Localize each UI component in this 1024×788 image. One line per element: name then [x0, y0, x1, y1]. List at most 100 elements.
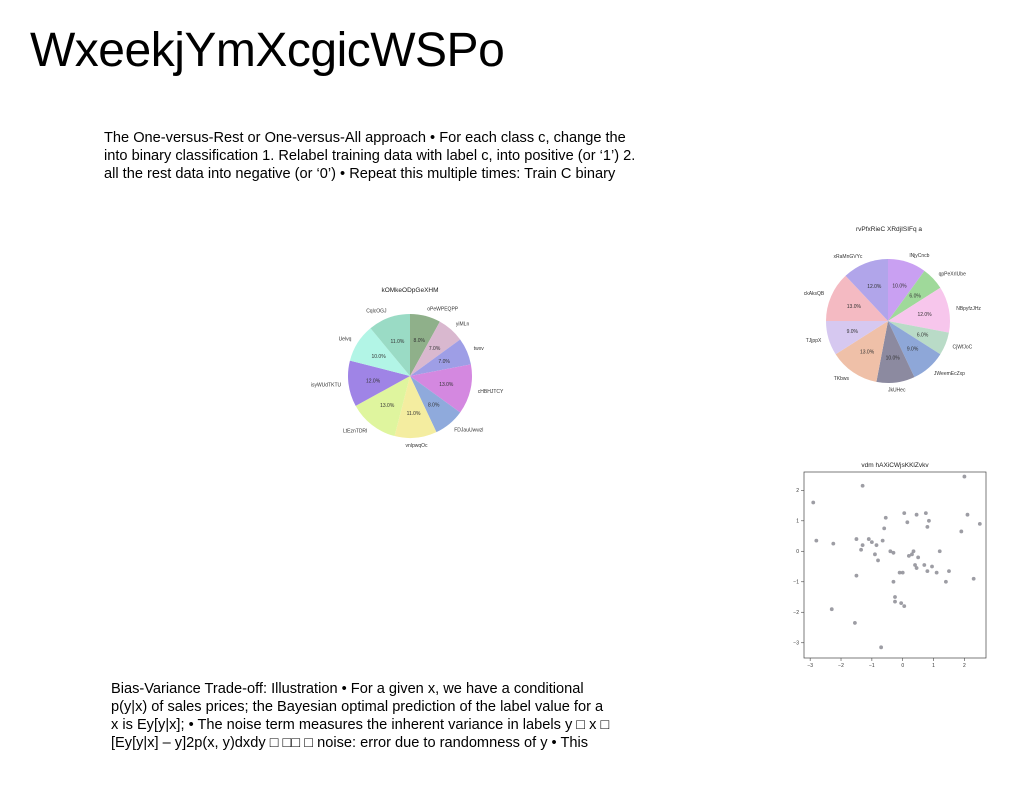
scatter-point [925, 569, 930, 573]
y-tick-label: −2 [793, 610, 799, 616]
paragraph-2-line: p(y|x) of sales prices; the Bayesian opt… [111, 699, 604, 715]
pie-1-slice [349, 328, 410, 376]
pie-2-percent-label: 6.0% [909, 293, 921, 299]
scatter-point [900, 570, 905, 575]
y-tick-label: −1 [793, 580, 799, 586]
scatter-point [876, 558, 880, 563]
pie-1-percent-label: 8.0% [428, 402, 440, 408]
pie-1-slice-label: twxv [474, 346, 485, 352]
pie-1-slice-label: CqlcOGJ [366, 308, 387, 314]
pie-2-slice [876, 321, 915, 383]
scatter-point [922, 563, 927, 567]
scatter-point [883, 515, 888, 520]
pie-1-slice-label: oPeWPEQPP [427, 307, 459, 313]
pie-2-slice-label: qpPeXrIUbe [939, 271, 966, 277]
pie-2-slice-label: JkUHec [888, 388, 906, 394]
x-tick-label: 1 [932, 663, 935, 669]
scatter-point [899, 601, 904, 606]
pie-2-percent-label: 12.0% [917, 312, 932, 318]
x-tick-label: 2 [963, 663, 966, 669]
x-tick-label: 0 [901, 663, 904, 669]
scatter-point [879, 645, 884, 650]
paragraph-1-line: The One-versus-Rest or One-versus-All ap… [104, 130, 626, 146]
scatter-point [891, 579, 896, 584]
pie-2-slice-label: JWeemEcZxp [934, 371, 965, 377]
scatter-point [927, 518, 931, 523]
pie-2-slice-label: CjWfJoC [953, 344, 973, 350]
pie-1-slice [348, 360, 410, 406]
scatter-point [893, 599, 897, 604]
scatter-point [854, 537, 859, 541]
scatter-point [859, 547, 863, 552]
scatter-point [902, 511, 907, 516]
scatter-point [977, 521, 982, 526]
scatter-point [860, 483, 865, 488]
scatter-point [905, 520, 910, 525]
pie-2-percent-label: 12.0% [867, 284, 882, 290]
scatter-point [913, 563, 917, 567]
pie-1-slice-label: Uelvq [339, 337, 352, 343]
pie-2-percent-label: 10.0% [892, 283, 907, 289]
pie-1-percent-label: 13.0% [380, 403, 395, 409]
scatter-point [906, 553, 911, 558]
scatter-point [882, 526, 887, 531]
scatter-point [853, 621, 857, 625]
pie-1-slice-label: cHBHJTCY [478, 389, 504, 395]
scatter-point [914, 512, 919, 517]
paragraph-1-line: into binary classification 1. Relabel tr… [104, 148, 636, 164]
scatter-point [930, 564, 934, 569]
scatter-point [959, 529, 964, 534]
scatter-point [891, 550, 896, 555]
x-tick-label: −3 [807, 663, 813, 669]
x-tick-label: −1 [869, 663, 875, 669]
pie-2-percent-label: 6.0% [917, 332, 929, 338]
pie-1-percent-label: 7.0% [438, 359, 450, 365]
pie-1-slice-label: isyWUdTKTU [311, 383, 342, 389]
scatter-point [910, 552, 914, 557]
pie-1-percent-label: 11.0% [407, 411, 421, 417]
pie-2-percent-label: 13.0% [847, 304, 862, 310]
paragraph-2-line: [Ey[y|x] – y]2p(x, y)dxdy □ □□ □ noise: … [111, 735, 589, 751]
pie-1-slice [370, 314, 410, 376]
pie-chart-1-title: kOMkeODpGeXHM [381, 287, 438, 294]
pie-1-percent-label: 7.0% [429, 346, 441, 352]
pie-1-percent-label: 11.0% [390, 339, 404, 345]
scatter-point [911, 549, 916, 554]
pie-2-slice [888, 321, 941, 378]
pie-2-percent-label: 10.0% [886, 356, 901, 362]
scatter-point [829, 607, 834, 612]
pie-1-percent-label: 10.0% [371, 354, 386, 360]
scatter-point [971, 576, 976, 581]
scatter-point [937, 549, 942, 554]
scatter-point [965, 512, 970, 517]
slide-title: WxeekjYmXcgicWSPo [30, 24, 505, 77]
pie-1-slice [410, 364, 472, 413]
y-tick-label: −3 [793, 641, 799, 647]
scatter-point [880, 538, 885, 543]
pie-chart-2-title: rvPfxRieC XRdjISIFq a [856, 226, 922, 233]
scatter-point [874, 543, 879, 548]
pie-1-slice-label: LtEznTDRI [343, 429, 367, 435]
paragraph-1-line: all the rest data into negative (or ‘0’)… [104, 166, 616, 182]
scatter-point [914, 566, 919, 570]
pie-1-slice-label: yiMLn [456, 322, 470, 328]
scatter-point [923, 511, 928, 516]
pie-2-slice [826, 321, 888, 355]
pie-2-slice [888, 321, 949, 355]
scatter-point [831, 541, 836, 546]
scatter-point [916, 555, 921, 560]
scatter-point [962, 474, 967, 479]
pie-1-percent-label: 13.0% [439, 382, 454, 388]
y-tick-label: 2 [796, 488, 799, 494]
paragraph-2-line: Bias-Variance Trade-off: Illustration • … [111, 681, 584, 697]
pie-1-slice [410, 321, 461, 376]
body-paragraph-2: Bias-Variance Trade-off: Illustration • … [111, 680, 671, 752]
pie-2-slice [888, 259, 925, 321]
pie-2-percent-label: 9.0% [907, 347, 919, 353]
scatter-point [811, 500, 816, 505]
pie-2-slice-label: TJjppX [806, 338, 822, 344]
pie-2-slice [888, 270, 941, 321]
scatter-point [944, 579, 948, 584]
